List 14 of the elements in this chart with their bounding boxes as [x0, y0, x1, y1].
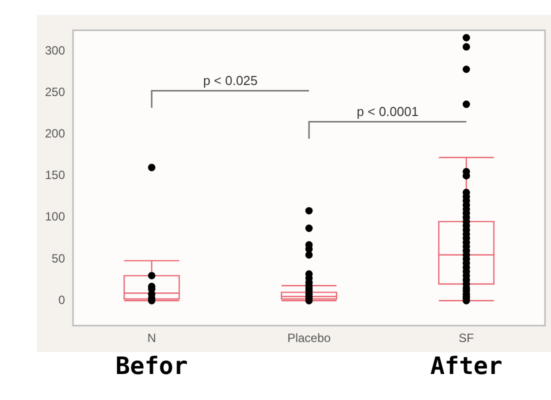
y-tick-label: 50 — [52, 251, 66, 266]
y-tick-label: 300 — [44, 43, 66, 58]
x-tick-label: N — [147, 331, 156, 346]
x-tick-label: SF — [458, 331, 474, 346]
annotation: p < 0.0001 — [356, 104, 419, 119]
y-tick-label: 150 — [44, 168, 66, 182]
y-tick-label: 200 — [44, 126, 66, 141]
y-tick-label: 100 — [44, 210, 66, 224]
x-tick-label: Placebo — [287, 331, 332, 346]
annotation: p < 0.025 — [203, 72, 258, 88]
text: After — [430, 352, 502, 380]
y-tick-label: 250 — [44, 84, 66, 99]
text: Befor — [116, 352, 188, 380]
y-tick-label: 0 — [58, 292, 66, 307]
